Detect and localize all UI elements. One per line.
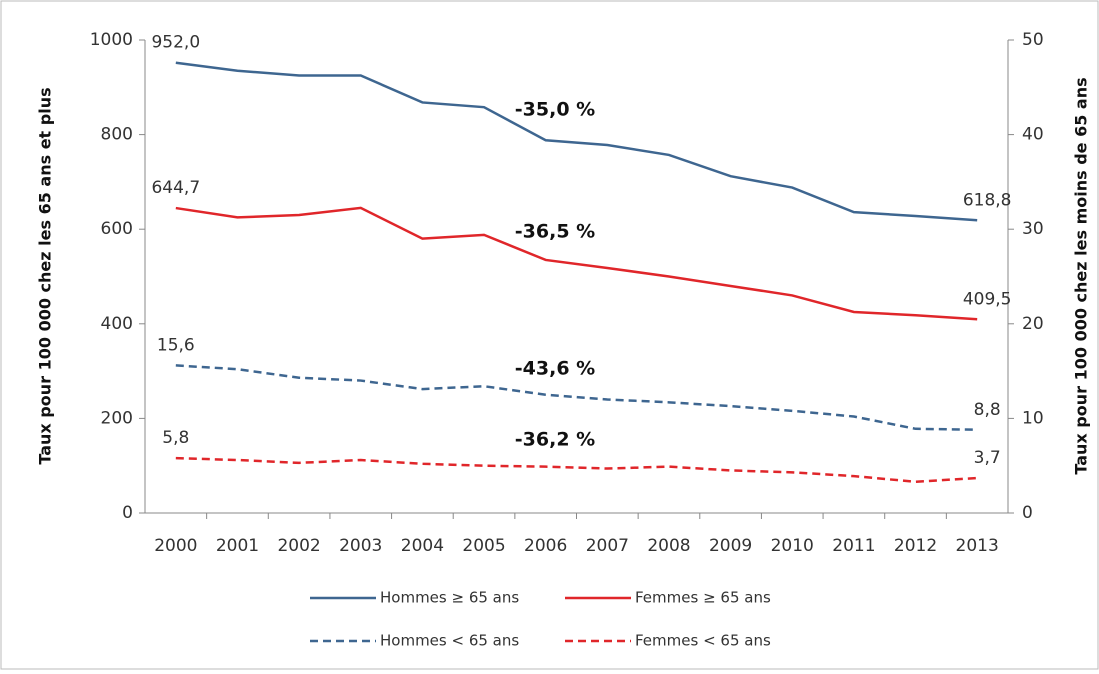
x-tick-label: 2011: [832, 536, 875, 556]
y-tick-label: 800: [101, 125, 133, 145]
value-label: 644,7: [151, 178, 200, 198]
series-line: [175, 456, 978, 484]
y2-tick-label: 20: [1022, 314, 1044, 334]
x-tick-label: 2010: [771, 536, 814, 556]
y-tick-label: 400: [101, 314, 133, 334]
y2-tick-label: 40: [1022, 125, 1044, 145]
x-tick-label: 2007: [586, 536, 629, 556]
x-tick-label: 2012: [894, 536, 937, 556]
value-label: 618,8: [963, 190, 1012, 210]
value-label: 8,8: [974, 400, 1001, 420]
legend-label: Hommes ≥ 65 ans: [380, 589, 519, 607]
legend-label: Femmes ≥ 65 ans: [635, 589, 771, 607]
series-line: [175, 61, 978, 222]
annotation: -36,5 %: [515, 221, 595, 243]
x-tick-label: 2005: [462, 536, 505, 556]
value-label: 952,0: [151, 33, 200, 53]
y-tick-label: 1000: [90, 30, 133, 50]
x-tick-label: 2004: [401, 536, 444, 556]
y2-tick-label: 10: [1022, 408, 1044, 428]
x-tick-label: 2006: [524, 536, 567, 556]
x-tick-label: 2001: [216, 536, 259, 556]
annotation: -35,0 %: [515, 99, 595, 121]
value-label: 5,8: [162, 428, 189, 448]
y-tick-label: 600: [101, 219, 133, 239]
x-tick-label: 2008: [647, 536, 690, 556]
x-tick-label: 2000: [154, 536, 197, 556]
legend-label: Femmes < 65 ans: [635, 632, 771, 650]
y-tick-label: 0: [122, 503, 133, 523]
series-line: [175, 364, 978, 432]
annotation: -36,2 %: [515, 429, 595, 451]
y-tick-label: 200: [101, 408, 133, 428]
x-tick-label: 2002: [277, 536, 320, 556]
y2-axis-title: Taux pour 100 000 chez les moins de 65 a…: [1072, 77, 1091, 474]
value-label: 3,7: [974, 448, 1001, 468]
y2-tick-label: 30: [1022, 219, 1044, 239]
x-tick-label: 2009: [709, 536, 752, 556]
x-tick-label: 2013: [956, 536, 999, 556]
y2-tick-label: 50: [1022, 30, 1044, 50]
y2-tick-label: 0: [1022, 503, 1033, 523]
y-axis-title: Taux pour 100 000 chez les 65 ans et plu…: [36, 87, 55, 464]
legend-label: Hommes < 65 ans: [380, 632, 519, 650]
annotation: -43,6 %: [515, 358, 595, 380]
value-label: 15,6: [157, 335, 195, 355]
value-label: 409,5: [963, 289, 1012, 309]
series-line: [175, 206, 978, 321]
x-tick-label: 2003: [339, 536, 382, 556]
